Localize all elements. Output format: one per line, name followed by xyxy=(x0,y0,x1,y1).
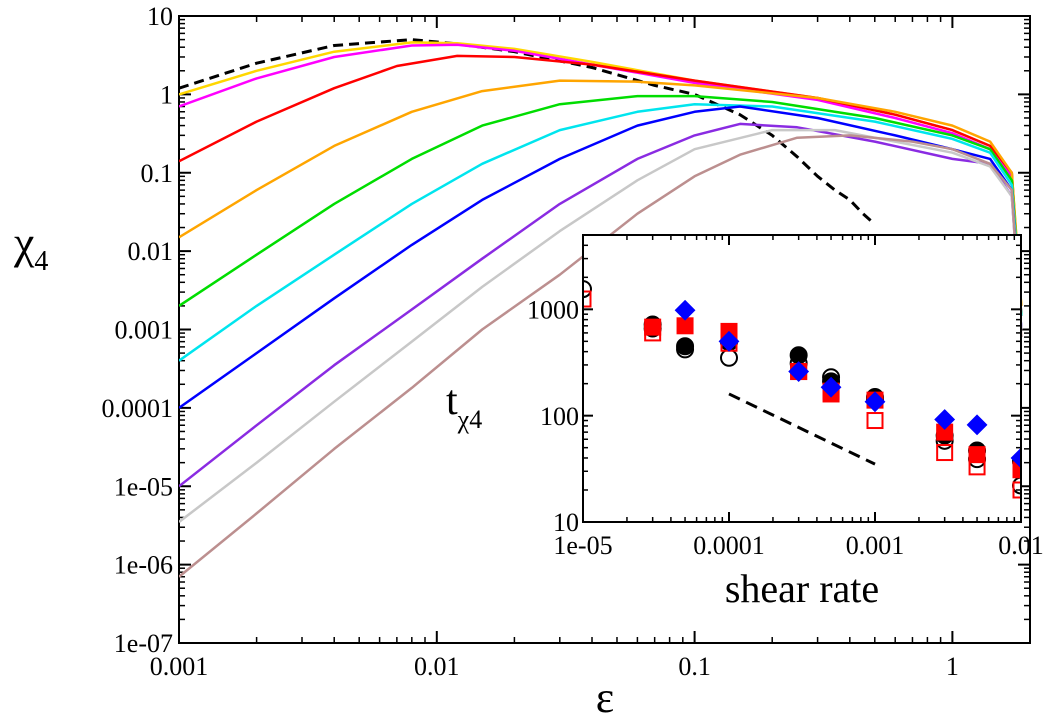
reference-line xyxy=(728,392,876,466)
line-series-5 xyxy=(179,94,1023,316)
y-tick-label: 10 xyxy=(553,508,579,537)
main-series xyxy=(179,38,1023,578)
marker-circle-open xyxy=(676,340,695,359)
line-series-10 xyxy=(179,134,1023,578)
line-series-0 xyxy=(179,38,876,226)
marker-diamond-filled xyxy=(788,361,810,382)
inset-y-axis-title: tχ4 xyxy=(446,378,482,434)
line-series-9 xyxy=(179,128,1023,523)
y-tick-label: 10 xyxy=(147,2,173,31)
marker-diamond-filled xyxy=(966,414,988,436)
y-tick-label: 0.001 xyxy=(115,316,174,345)
x-tick-label: 0.001 xyxy=(846,531,905,560)
y-tick-label: 1e-06 xyxy=(114,551,173,580)
x-tick-label: 0.0001 xyxy=(693,531,765,560)
y-tick-label: 0.0001 xyxy=(102,394,174,423)
marker-square-open xyxy=(583,290,592,308)
marker-diamond-filled xyxy=(674,299,696,321)
main-y-axis-title-subscript: 4 xyxy=(34,246,48,277)
x-tick-label: 0.01 xyxy=(998,531,1044,560)
x-tick-label: 1 xyxy=(946,652,959,681)
marker-square-open xyxy=(936,444,954,462)
x-tick-label: 0.001 xyxy=(150,652,209,681)
inset-x-axis-title: shear rate xyxy=(725,566,879,611)
y-tick-label: 1000 xyxy=(527,295,579,324)
marker-diamond-filled xyxy=(718,330,740,352)
x-tick-label: 0.1 xyxy=(678,652,711,681)
y-tick-label: 1e-05 xyxy=(114,472,173,501)
line-series-3 xyxy=(179,54,1023,316)
y-tick-label: 100 xyxy=(540,402,579,431)
marker-square-filled xyxy=(1012,461,1021,479)
marker-diamond-filled xyxy=(1010,447,1021,469)
marker-diamond-filled xyxy=(934,409,956,430)
marker-circle-open xyxy=(583,280,592,299)
marker-square-open xyxy=(968,458,986,476)
y-tick-label: 1 xyxy=(160,80,173,109)
marker-square-open xyxy=(644,324,662,342)
marker-square-open xyxy=(866,412,884,430)
x-tick-label: 0.01 xyxy=(414,652,460,681)
line-series-7 xyxy=(179,105,1023,409)
main-y-axis-title: χ4 xyxy=(13,217,48,277)
marker-square-open xyxy=(1012,481,1021,499)
x-tick-label: 1e-05 xyxy=(553,531,612,560)
inset-y-axis-title-symbol: t xyxy=(446,378,458,424)
line-series-4 xyxy=(179,79,1023,306)
y-tick-label: 0.1 xyxy=(141,159,174,188)
inset-tick-labels: 1e-05 0.0001 0.001 0.01 10 100 1000 xyxy=(527,295,1044,560)
line-series-6 xyxy=(179,102,1023,362)
inset-plot-frame xyxy=(582,234,1022,523)
main-ticks xyxy=(178,15,1031,644)
main-tick-labels: 0.001 0.01 0.1 1 1e-07 1e-06 1e-05 0.0001 0.001 0… xyxy=(102,2,959,681)
y-tick-label: 1e-07 xyxy=(114,629,173,658)
marker-diamond-filled xyxy=(820,376,842,398)
main-y-axis-title-symbol: χ xyxy=(13,217,35,268)
y-tick-label: 0.01 xyxy=(128,237,174,266)
inset-series xyxy=(583,280,1021,499)
inset-plot: 1e-05 0.0001 0.001 0.01 10 100 1000 shear rate… xyxy=(446,234,1044,611)
marker-diamond-filled xyxy=(864,391,886,413)
main-x-axis-title: ε xyxy=(596,673,614,722)
marker-square-filled xyxy=(644,318,662,336)
inset-y-axis-title-subscript: χ4 xyxy=(457,405,483,434)
